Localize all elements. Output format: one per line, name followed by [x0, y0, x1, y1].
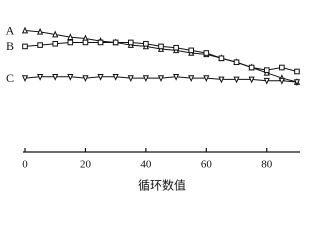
- marker: [248, 76, 255, 84]
- marker: [21, 26, 29, 34]
- marker: [127, 75, 134, 83]
- series-label: C: [6, 71, 14, 85]
- marker: [52, 30, 59, 38]
- marker: [218, 76, 225, 84]
- marker: [82, 75, 89, 83]
- marker: [157, 75, 165, 83]
- x-tick-label: 40: [140, 159, 152, 171]
- series-line: [24, 30, 298, 83]
- marker: [188, 75, 195, 83]
- marker: [82, 39, 89, 46]
- marker: [67, 33, 74, 40]
- marker: [97, 73, 104, 81]
- marker: [279, 64, 285, 71]
- marker: [127, 39, 134, 46]
- marker: [142, 75, 149, 83]
- marker: [218, 55, 225, 62]
- marker: [248, 64, 255, 71]
- marker: [67, 39, 74, 46]
- x-tick-label: 60: [201, 159, 213, 171]
- series-label: A: [6, 23, 15, 37]
- marker: [233, 76, 240, 84]
- marker: [203, 50, 210, 56]
- x-tick-label: 80: [261, 159, 273, 171]
- marker: [67, 73, 74, 81]
- x-tick-label: 0: [22, 159, 28, 171]
- chart: 循环数值 0 20 40 60 80 AB C: [6, 23, 300, 193]
- marker: [203, 75, 210, 83]
- marker: [263, 77, 270, 85]
- marker: [52, 73, 59, 81]
- marker: [22, 43, 28, 50]
- series-label: B: [6, 39, 14, 53]
- marker: [293, 79, 300, 87]
- x-tick-label: 20: [80, 159, 92, 171]
- marker: [173, 73, 180, 81]
- marker: [278, 77, 285, 85]
- marker: [112, 39, 119, 46]
- marker: [37, 27, 44, 35]
- marker: [37, 73, 44, 81]
- x-axis-label: 循环数值: [138, 178, 186, 193]
- marker: [263, 67, 270, 73]
- marker: [52, 40, 59, 47]
- marker: [173, 44, 179, 51]
- marker: [188, 47, 195, 54]
- marker: [233, 59, 240, 66]
- marker: [112, 73, 119, 81]
- marker: [21, 75, 29, 83]
- marker: [158, 43, 164, 50]
- marker: [97, 39, 104, 46]
- marker: [37, 42, 43, 48]
- marker: [294, 68, 300, 75]
- marker: [143, 40, 149, 47]
